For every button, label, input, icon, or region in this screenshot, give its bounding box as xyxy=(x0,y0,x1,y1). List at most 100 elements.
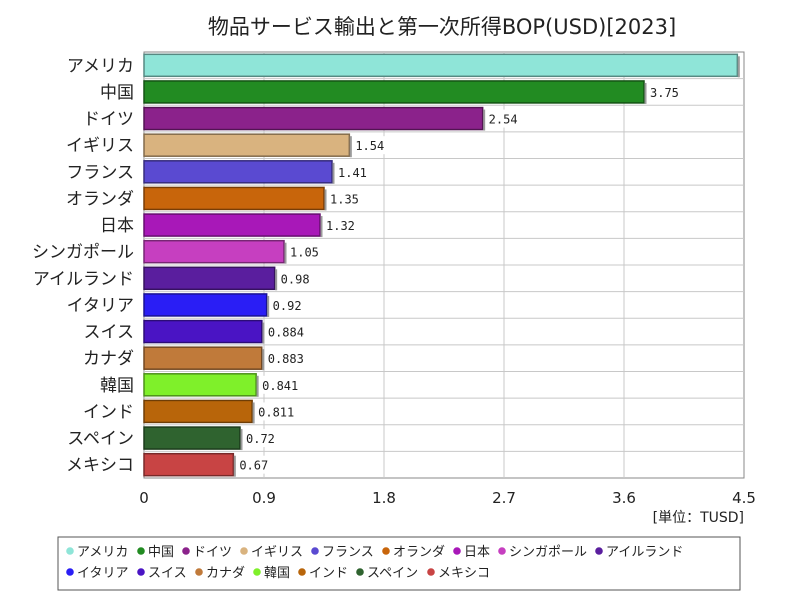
category-label: 中国 xyxy=(100,83,134,103)
legend-label: インド xyxy=(309,566,348,581)
x-tick-label: 0.9 xyxy=(252,489,276,507)
value-label-bg xyxy=(264,322,308,341)
bar xyxy=(143,373,257,397)
legend-label: アメリカ xyxy=(77,545,128,560)
category-label: カナダ xyxy=(83,349,134,369)
legend-marker xyxy=(240,547,248,555)
category-label: インド xyxy=(83,402,134,422)
value-label: 0.883 xyxy=(268,352,304,366)
value-label-bg xyxy=(352,136,388,155)
legend-marker xyxy=(595,547,603,555)
category-label: フランス xyxy=(66,163,134,183)
legend-label: イタリア xyxy=(77,566,128,581)
legend-label: シンガポール xyxy=(509,545,587,560)
legend-marker xyxy=(195,568,203,576)
value-label: 0.841 xyxy=(262,379,298,393)
value-label-bg xyxy=(287,242,323,261)
value-label: 1.41 xyxy=(338,166,367,180)
value-label-bg xyxy=(243,429,279,448)
legend-marker xyxy=(498,547,506,555)
legend-marker xyxy=(66,547,74,555)
legend-marker xyxy=(137,568,145,576)
legend-label: フランス xyxy=(322,545,374,560)
value-label: 1.54 xyxy=(355,139,384,153)
bar xyxy=(143,319,263,344)
category-label: アイルランド xyxy=(33,269,134,289)
legend-marker xyxy=(356,568,364,576)
unit-label: [単位：TUSD] xyxy=(653,510,744,526)
category-label: スイス xyxy=(84,323,135,343)
bar xyxy=(143,133,351,157)
legend-label: カナダ xyxy=(206,566,245,581)
value-label: 0.811 xyxy=(258,405,294,419)
legend-label: メキシコ xyxy=(438,566,490,581)
legend xyxy=(57,536,741,591)
legend-marker xyxy=(66,568,74,576)
bar xyxy=(143,399,253,424)
value-label: 3.75 xyxy=(650,86,679,100)
value-label-bg xyxy=(335,162,371,181)
category-label: アメリカ xyxy=(67,56,134,76)
value-label: 0.884 xyxy=(268,326,304,340)
bar xyxy=(143,160,333,184)
legend-marker xyxy=(427,568,435,576)
legend-label: 日本 xyxy=(464,545,490,560)
legend-marker xyxy=(253,568,261,576)
legend-label: イギリス xyxy=(251,545,303,560)
x-axis-ticks: 0 0.9 1.8 2.7 3.6 4.5 xyxy=(139,489,756,507)
value-label-bg xyxy=(323,216,359,235)
value-label: 1.32 xyxy=(326,219,355,233)
legend-marker xyxy=(137,547,145,555)
value-label-bg xyxy=(485,109,522,128)
value-label: 0.92 xyxy=(273,299,302,313)
value-label-bg xyxy=(255,402,299,421)
category-label: イタリア xyxy=(67,296,134,316)
legend-label: スイス xyxy=(148,566,187,581)
legend-marker xyxy=(453,547,461,555)
bar xyxy=(143,213,321,237)
value-label-bg xyxy=(259,375,303,394)
bar xyxy=(143,346,263,370)
bar xyxy=(143,106,484,131)
value-label: 1.05 xyxy=(290,246,319,260)
bar xyxy=(143,53,739,78)
x-tick-label: 3.6 xyxy=(612,489,636,507)
x-tick-label: 4.5 xyxy=(732,489,756,507)
value-label: 0.98 xyxy=(281,272,310,286)
legend-label: ドイツ xyxy=(193,545,232,560)
category-label: 韓国 xyxy=(100,376,134,396)
value-label-bg xyxy=(647,82,683,101)
value-label: 1.35 xyxy=(330,192,359,206)
category-label: ドイツ xyxy=(83,110,134,130)
x-tick-label: 0 xyxy=(139,489,149,507)
bar xyxy=(143,239,285,264)
bar xyxy=(143,426,241,450)
category-labels: アメリカ中国ドイツイギリスフランスオランダ日本シンガポールアイルランドイタリアス… xyxy=(32,56,134,475)
bar xyxy=(143,266,276,291)
bars xyxy=(143,53,740,477)
value-label-bg xyxy=(327,189,363,208)
value-label-bg xyxy=(264,349,308,368)
legend-marker xyxy=(311,547,319,555)
value-label: 0.67 xyxy=(239,459,268,473)
category-label: 日本 xyxy=(100,216,134,236)
value-label: 2.54 xyxy=(489,113,518,127)
value-label-bg xyxy=(269,295,306,314)
legend-label: オランダ xyxy=(393,545,445,560)
category-label: オランダ xyxy=(66,189,134,209)
x-tick-label: 2.7 xyxy=(492,489,516,507)
legend-label: スペイン xyxy=(367,566,418,581)
chart-title: 物品サービス輸出と第一次所得BOP(USD)[2023] xyxy=(208,15,676,39)
legend-label: 韓国 xyxy=(264,566,290,581)
value-labels: 3.75 2.54 1.54 1.41 1.35 1.32 1.05 0.98 0.92 0.88… xyxy=(236,82,683,474)
x-tick-label: 1.8 xyxy=(372,489,396,507)
legend-label: 中国 xyxy=(148,545,174,560)
legend-marker xyxy=(298,568,306,576)
bar xyxy=(143,293,268,317)
bar xyxy=(143,452,235,477)
legend-marker xyxy=(382,547,390,555)
category-label: イギリス xyxy=(66,136,134,156)
category-label: スペイン xyxy=(67,429,134,449)
